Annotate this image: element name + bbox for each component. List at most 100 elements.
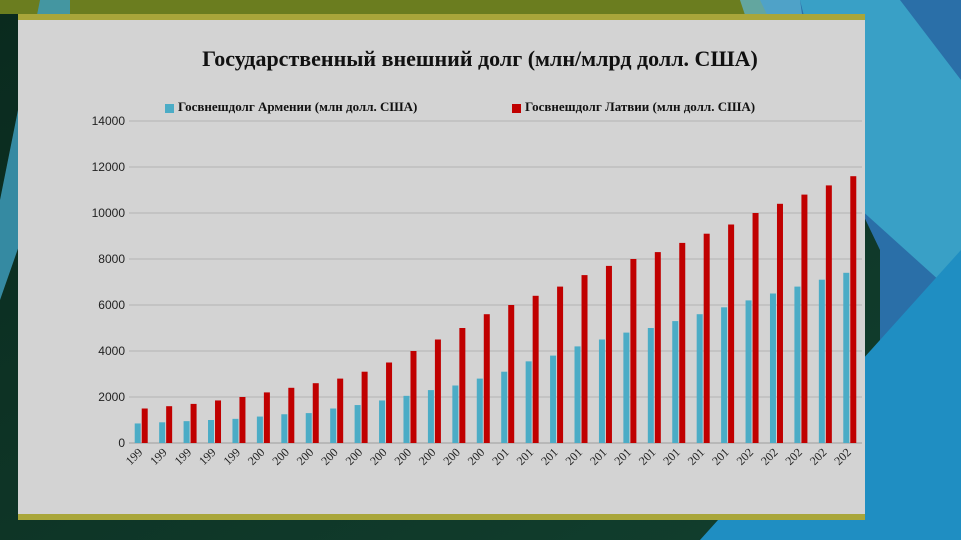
bar-latvia [483, 314, 490, 443]
legend-label-armenia: Госвнешдолг Армении (млн долл. США) [178, 99, 418, 114]
x-tick-label: 201 [685, 445, 708, 468]
bar-armenia [525, 361, 532, 443]
x-tick-label: 200 [294, 445, 317, 468]
x-tick-label: 201 [636, 445, 659, 468]
bar-latvia [630, 259, 637, 443]
bar-latvia [434, 339, 441, 443]
bar-armenia [745, 300, 752, 443]
chart-title: Государственный внешний долг (млн/млрд д… [202, 46, 758, 71]
x-tick-label: 199 [196, 445, 219, 468]
legend-item-latvia: Госвнешдолг Латвии (млн долл. США) [512, 99, 755, 115]
bar-armenia [794, 286, 801, 443]
bar-latvia [654, 252, 661, 443]
legend-swatch-latvia [512, 103, 521, 113]
axes: 0 2000 4000 6000 8000 10000 12000 14000 [92, 114, 126, 450]
bar-latvia [679, 242, 686, 443]
bar-armenia [623, 332, 630, 443]
top-band [0, 0, 961, 14]
bar-latvia [288, 387, 295, 443]
bar-armenia [281, 414, 288, 443]
bar-armenia [721, 307, 728, 443]
x-tick-label: 200 [440, 445, 463, 468]
x-tick-label: 200 [318, 445, 341, 468]
bar-latvia [361, 371, 368, 443]
x-tick-label: 202 [831, 445, 854, 468]
bar-armenia [696, 314, 703, 443]
bar-latvia [776, 203, 783, 443]
bar-latvia [337, 378, 344, 443]
bar-latvia [239, 397, 246, 443]
bar-latvia [190, 403, 197, 443]
x-tick-label: 199 [172, 445, 195, 468]
bar-armenia [232, 418, 239, 443]
bar-latvia [850, 176, 857, 443]
x-tick-label: 200 [416, 445, 439, 468]
y-tick-label: 14000 [92, 114, 126, 128]
x-tick-label: 201 [563, 445, 586, 468]
y-tick-label: 6000 [98, 298, 125, 312]
x-tick-label: 201 [660, 445, 683, 468]
x-tick-label: 202 [734, 445, 757, 468]
bar-armenia [403, 395, 410, 443]
bar-latvia [532, 295, 539, 443]
x-tick-label: 200 [367, 445, 390, 468]
gridlines [129, 120, 862, 444]
bar-armenia [427, 390, 434, 443]
bar-armenia [354, 405, 361, 443]
bar-armenia [476, 378, 483, 443]
bar-armenia [330, 408, 337, 443]
y-tick-label: 10000 [92, 206, 126, 220]
bar-latvia [752, 213, 759, 443]
bars [134, 176, 857, 443]
x-tick-label: 201 [709, 445, 732, 468]
bar-latvia [386, 362, 393, 443]
bar-armenia [672, 321, 679, 443]
bar-latvia [508, 305, 515, 443]
bar-armenia [550, 355, 557, 443]
x-tick-label: 199 [147, 445, 170, 468]
y-tick-label: 8000 [98, 252, 125, 266]
x-tick-label: 200 [343, 445, 366, 468]
bar-armenia [208, 420, 215, 443]
bar-armenia [647, 328, 654, 443]
bar-armenia [598, 339, 605, 443]
x-tick-label: 199 [123, 445, 146, 468]
bar-armenia [159, 422, 166, 443]
x-tick-label: 200 [391, 445, 414, 468]
bar-armenia [843, 272, 850, 443]
bar-latvia [459, 328, 466, 443]
bar-armenia [818, 279, 825, 443]
bar-armenia [452, 385, 459, 443]
bar-latvia [215, 400, 222, 443]
y-tick-label: 4000 [98, 344, 125, 358]
bar-latvia [825, 185, 832, 443]
x-tick-label: 202 [807, 445, 830, 468]
bar-latvia [166, 406, 173, 443]
bar-latvia [581, 275, 588, 443]
bar-armenia [379, 400, 386, 443]
bar-latvia [703, 233, 710, 443]
x-tick-label: 201 [538, 445, 561, 468]
x-tick-label: 200 [465, 445, 488, 468]
bar-latvia [728, 224, 735, 443]
legend-label-latvia: Госвнешдолг Латвии (млн долл. США) [525, 99, 756, 114]
bar-latvia [263, 392, 270, 443]
x-tick-labels: 199 199 199 199 199 200 200 200 200 200 200 200 200 2… [123, 445, 854, 468]
x-tick-label: 200 [245, 445, 268, 468]
x-tick-label: 201 [587, 445, 610, 468]
x-tick-label: 202 [758, 445, 781, 468]
legend-item-armenia: Госвнешдолг Армении (млн долл. США) [165, 99, 417, 115]
bar-latvia [557, 286, 564, 443]
x-tick-label: 201 [489, 445, 512, 468]
x-tick-label: 201 [514, 445, 537, 468]
bar-armenia [501, 371, 508, 443]
bar-armenia [183, 421, 190, 443]
bar-armenia [256, 416, 263, 443]
bar-latvia [605, 265, 612, 443]
bar-armenia [769, 293, 776, 443]
y-tick-label: 12000 [92, 160, 126, 174]
bar-latvia [312, 383, 319, 443]
x-tick-label: 200 [269, 445, 292, 468]
legend-swatch-armenia [165, 103, 174, 113]
bar-armenia [574, 346, 581, 443]
